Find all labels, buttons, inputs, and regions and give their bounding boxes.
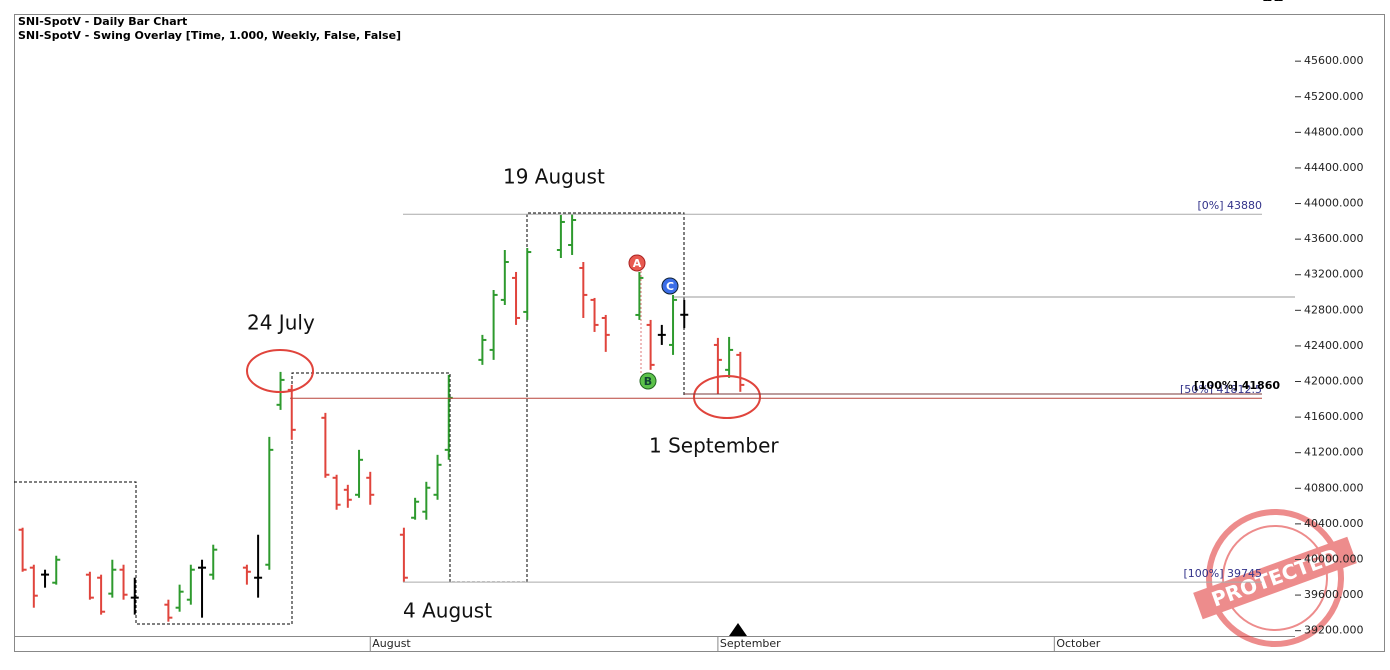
y-tick-label: 44400.000 [1304, 161, 1364, 174]
level-label: [100%] 41860 [1194, 379, 1280, 392]
y-tick-label: 39600.000 [1304, 588, 1364, 601]
y-tick-label: 45200.000 [1304, 90, 1364, 103]
y-tick-label: 43600.000 [1304, 232, 1364, 245]
stamp-band [1193, 536, 1357, 620]
level-label: [50%] 41812.5 [1180, 383, 1262, 396]
chart-subtitle: SNI-SpotV - Swing Overlay [Time, 1.000, … [18, 29, 401, 42]
y-tick-label: 44000.000 [1304, 197, 1364, 210]
y-tick-label: 42000.000 [1304, 375, 1364, 388]
annotation: 1 September [649, 434, 779, 458]
y-tick-label: 42400.000 [1304, 339, 1364, 352]
level-label: [100%] 39745 [1183, 567, 1262, 580]
frame [14, 14, 1385, 652]
marker [661, 277, 679, 295]
highlight-ellipse [246, 349, 314, 393]
y-tick-label: 39200.000 [1304, 624, 1364, 637]
level-label: [0%] 43880 [1197, 199, 1262, 212]
x-tick-label: October [1056, 637, 1100, 650]
marker-label: A [633, 257, 642, 270]
current-marker [729, 623, 747, 636]
annotation: 4 August [403, 599, 492, 623]
y-tick-label: 45600.000 [1304, 54, 1364, 67]
y-tick-label: 41200.000 [1304, 446, 1364, 459]
y-tick-label: 40000.000 [1304, 552, 1364, 565]
x-tick-label: September [720, 637, 781, 650]
marker-label: B [644, 375, 652, 388]
marker-label: C [666, 280, 674, 293]
highlight-ellipse [693, 375, 761, 419]
y-tick-label: 42800.000 [1304, 303, 1364, 316]
chart-title: SNI-SpotV - Daily Bar Chart [18, 15, 187, 28]
y-tick-label: 44800.000 [1304, 125, 1364, 138]
swing-overlay [14, 212, 685, 625]
y-tick-label: 40400.000 [1304, 517, 1364, 530]
annotation: 19 August [503, 165, 605, 189]
y-tick-label: 43200.000 [1304, 268, 1364, 281]
marker [639, 372, 657, 390]
y-tick-label: 41600.000 [1304, 410, 1364, 423]
marker [628, 254, 646, 272]
price-bars [18, 0, 1283, 622]
y-tick-label: 40800.000 [1304, 481, 1364, 494]
annotation: 24 July [247, 311, 315, 335]
x-tick-label: August [372, 637, 411, 650]
